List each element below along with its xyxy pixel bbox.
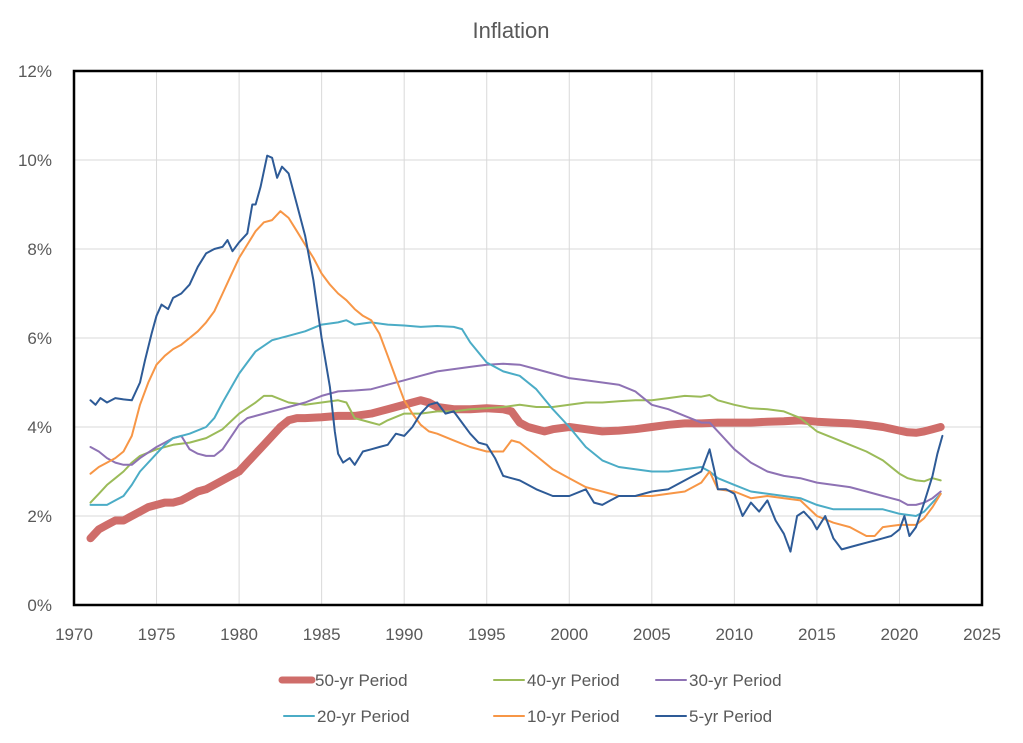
legend-item-50-yr-period: 50-yr Period (278, 671, 408, 690)
legend-label: 20-yr Period (317, 707, 410, 726)
y-tick-label: 4% (27, 418, 52, 437)
y-tick-label: 8% (27, 240, 52, 259)
x-tick-label: 1970 (55, 625, 93, 644)
x-tick-label: 2000 (550, 625, 588, 644)
legend-item-10-yr-period: 10-yr Period (493, 707, 620, 726)
legend: 50-yr Period 40-yr Period 30-yr Period 20-y… (278, 671, 782, 726)
x-axis-tick-labels: 1970 1975 1980 1985 1990 1995 2000 2005 2010 2015… (55, 625, 1001, 644)
y-tick-label: 0% (27, 596, 52, 615)
x-tick-label: 1995 (468, 625, 506, 644)
series-line-30-yr-period (89, 362, 942, 506)
y-axis-tick-labels: 0% 2% 4% 6% 8% 10% 12% (18, 62, 52, 615)
series-line-10-yr-period (89, 210, 942, 537)
legend-item-30-yr-period: 30-yr Period (655, 671, 782, 690)
x-tick-label: 1975 (138, 625, 176, 644)
gridlines (74, 71, 982, 605)
series-line-40-yr-period (89, 394, 942, 504)
legend-label: 5-yr Period (689, 707, 772, 726)
y-tick-label: 10% (18, 151, 52, 170)
plot-area-frame (72, 69, 984, 607)
x-tick-label: 1990 (385, 625, 423, 644)
legend-label: 30-yr Period (689, 671, 782, 690)
x-tick-label: 2005 (633, 625, 671, 644)
x-tick-label: 1980 (220, 625, 258, 644)
legend-item-5-yr-period: 5-yr Period (655, 707, 772, 726)
legend-item-40-yr-period: 40-yr Period (493, 671, 620, 690)
legend-label: 50-yr Period (315, 671, 408, 690)
series-lines (86, 154, 945, 553)
x-tick-label: 1985 (303, 625, 341, 644)
x-tick-label: 2015 (798, 625, 836, 644)
y-tick-label: 2% (27, 507, 52, 526)
legend-label: 10-yr Period (527, 707, 620, 726)
x-tick-label: 2025 (963, 625, 1001, 644)
x-tick-label: 2010 (715, 625, 753, 644)
series-line-5-yr-period (89, 154, 944, 553)
y-tick-label: 12% (18, 62, 52, 81)
legend-label: 40-yr Period (527, 671, 620, 690)
chart-title: Inflation (472, 18, 549, 43)
legend-item-20-yr-period: 20-yr Period (283, 707, 410, 726)
series-line-20-yr-period (89, 319, 942, 517)
series-line-50-yr-period (86, 396, 945, 543)
y-tick-label: 6% (27, 329, 52, 348)
x-tick-label: 2020 (881, 625, 919, 644)
